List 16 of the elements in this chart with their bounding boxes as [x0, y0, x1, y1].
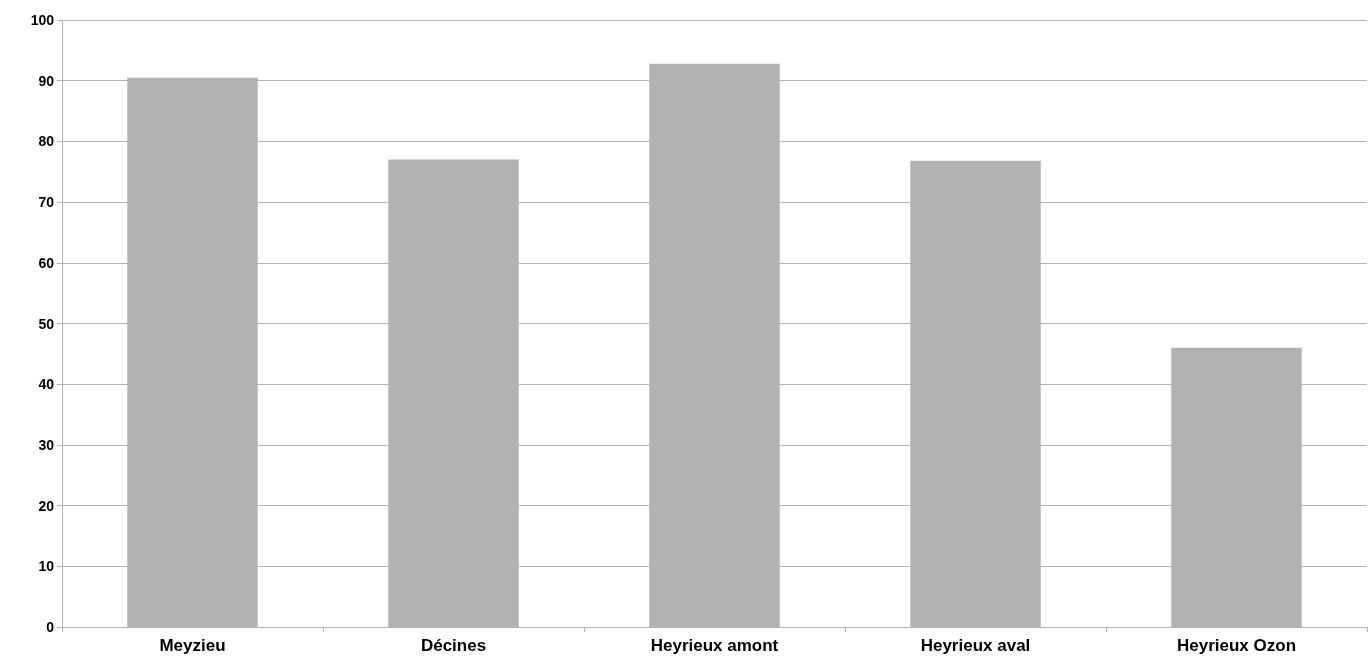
x-tick-label: Heyrieux aval [920, 636, 1031, 655]
y-tick-label: 10 [38, 558, 55, 575]
y-tick-label: 100 [30, 12, 55, 28]
y-tick-label: 30 [38, 436, 55, 453]
y-tick-label: 90 [38, 72, 55, 89]
y-tick-label: 20 [38, 497, 55, 514]
y-tick-label: 80 [38, 133, 55, 150]
x-tick-label: Heyrieux amont [650, 636, 779, 655]
y-tick-label: 70 [38, 194, 55, 211]
y-tick-label: 0 [46, 619, 55, 635]
y-tick-label: 50 [38, 315, 55, 332]
x-tick-label: Heyrieux Ozon [1176, 636, 1297, 655]
y-tick-label: 60 [38, 254, 55, 271]
x-tick-label: Décines [420, 636, 487, 655]
x-tick-label: Meyzieu [159, 636, 226, 655]
y-tick-label: 40 [38, 376, 55, 393]
